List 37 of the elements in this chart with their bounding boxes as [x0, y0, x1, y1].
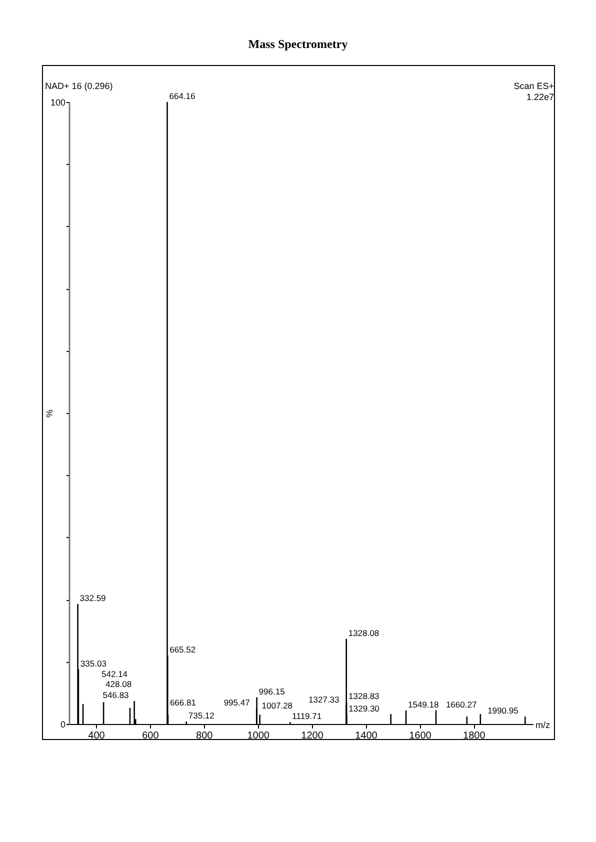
annotation: 735.12: [188, 710, 215, 721]
annotation: 542.14: [102, 668, 128, 679]
x-tick-label: 800: [196, 730, 214, 742]
annotation: 1329.30: [348, 704, 380, 714]
y-tick-label: 100: [50, 98, 66, 108]
annotation: 1990.95: [488, 706, 519, 716]
text: Scan ES+: [514, 81, 554, 91]
x-axis-title: m/z: [536, 720, 550, 730]
annotation: 1007.28: [262, 700, 293, 711]
x-tick-label: 400: [88, 730, 106, 742]
text: 1.22e7: [526, 92, 554, 102]
annotation: 995.47: [224, 697, 250, 708]
annotation: 546.83: [102, 690, 130, 700]
chart-title: Mass Spectrometry: [247, 37, 349, 52]
annotation: 664.16: [169, 91, 196, 101]
text: NAD+ 16 (0.296): [45, 81, 113, 91]
x-tick-label: 1800: [463, 730, 486, 742]
x-tick-label: 600: [142, 730, 160, 742]
annotation: 1328.08: [348, 628, 380, 638]
annotation: 1328.83: [348, 691, 380, 702]
annotation: 1327.33: [308, 694, 340, 704]
annotation: 996.15: [258, 686, 286, 696]
y-axis-title: %: [44, 409, 54, 418]
annotation: 1549.18: [408, 699, 439, 710]
annotation: 1660.27: [446, 699, 477, 710]
annotation: 335.03: [80, 658, 107, 668]
annotation: 428.08: [106, 679, 132, 690]
x-tick-label: 1600: [409, 730, 432, 742]
chart-frame: 400 600 800 1000 1200 1400 1600 1800 0 100 % NAD+ 16 (0.296) Scan ES+ 1.22e7 332.59 335.03 542.14 546.83 428.08 664.16 665.52 666.81 735.12 995.47 996.15 1007.28 1119.71 1327.33 1328.08 1328.83 1329.30 1549.18 1660.27 1990.95 m/z: [42, 65, 555, 740]
annotation: 1119.71: [292, 711, 322, 722]
x-tick-label: 1200: [301, 730, 324, 742]
x-tick-label: 1400: [355, 730, 378, 742]
y-tick-label: 0: [60, 720, 66, 730]
annotation: 665.52: [170, 644, 196, 655]
annotation: 332.59: [80, 592, 106, 603]
annotation: 666.81: [170, 698, 196, 708]
x-tick-label: 1000: [247, 730, 270, 742]
